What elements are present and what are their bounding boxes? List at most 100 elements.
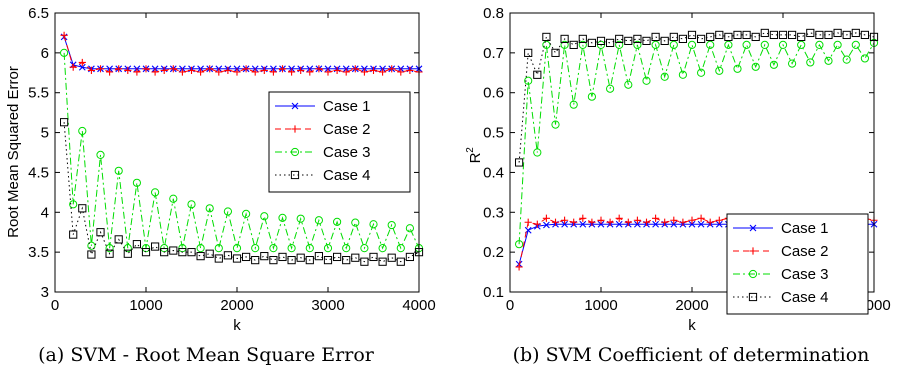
data-point-case-3 [769, 60, 779, 69]
series-line-case-2 [518, 217, 875, 267]
data-point-case-3 [687, 40, 697, 49]
data-point-case-3 [706, 40, 715, 49]
figure-caption: (a) SVM - Root Mean Square Error [38, 344, 375, 366]
data-point-case-3 [69, 200, 78, 209]
legend-item-case-1: Case 1 [275, 98, 371, 115]
legend-label: Case 2 [323, 121, 371, 138]
y-axis-label-superscript: 2 [465, 147, 476, 153]
data-point-case-3 [660, 72, 669, 81]
data-point-case-4 [560, 34, 569, 44]
data-point-case-3 [78, 126, 87, 136]
data-point-case-4 [260, 252, 269, 261]
data-point-case-4 [405, 252, 414, 262]
data-point-case-4 [378, 257, 387, 266]
data-point-case-3 [287, 244, 296, 253]
data-point-case-3 [542, 40, 551, 49]
data-point-case-4 [323, 256, 333, 265]
data-point-case-2 [606, 218, 614, 226]
figure-caption: (b) SVM Coefficient of determination [513, 344, 870, 366]
data-point-case-3 [187, 200, 196, 209]
y-axis-label: Root Mean Squared Error [5, 66, 22, 238]
data-point-case-2 [360, 68, 368, 76]
data-point-case-4 [296, 253, 305, 262]
data-point-case-3 [242, 209, 251, 218]
data-point-case-4 [842, 30, 851, 40]
data-point-case-4 [596, 36, 606, 45]
data-point-case-3 [788, 59, 797, 68]
data-point-case-4 [87, 250, 96, 259]
legend-marker-case-1 [291, 102, 299, 110]
data-point-case-3 [296, 214, 305, 223]
data-point-case-2 [142, 65, 150, 73]
data-point-case-3 [232, 244, 242, 253]
data-point-case-3 [260, 212, 269, 221]
data-point-case-3 [342, 244, 351, 253]
data-point-case-3 [105, 244, 114, 253]
data-point-case-4 [751, 32, 760, 42]
data-point-case-4 [815, 30, 824, 40]
data-point-case-2 [333, 66, 341, 74]
data-point-case-1 [597, 220, 605, 228]
data-point-case-2 [661, 218, 669, 226]
data-point-case-2 [206, 65, 214, 73]
data-point-case-2 [106, 68, 114, 76]
data-point-case-2 [633, 216, 641, 224]
y-tick-label: 4 [41, 204, 49, 221]
data-point-case-3 [132, 178, 141, 187]
legend-label: Case 4 [781, 289, 829, 306]
data-point-case-4 [105, 249, 114, 258]
y-tick-label: 3.5 [28, 244, 49, 261]
data-point-case-4 [533, 70, 542, 79]
data-point-case-3 [314, 216, 323, 225]
data-point-case-4 [733, 30, 742, 40]
data-point-case-4 [797, 32, 806, 42]
data-point-case-4 [778, 30, 788, 40]
data-point-case-4 [788, 30, 797, 40]
data-point-case-1 [688, 220, 696, 228]
data-point-case-3 [697, 68, 706, 77]
data-point-case-2 [542, 214, 550, 222]
data-point-case-3 [797, 40, 806, 49]
data-point-case-4 [851, 28, 860, 38]
data-point-case-3 [578, 40, 587, 49]
data-point-case-2 [115, 65, 123, 73]
data-point-case-4 [824, 30, 833, 40]
data-point-case-3 [760, 40, 769, 49]
data-point-case-3 [642, 76, 651, 85]
data-point-case-3 [851, 40, 860, 49]
data-point-case-4 [78, 204, 87, 213]
y-tick-label: 0.3 [483, 204, 504, 221]
data-point-case-4 [114, 235, 123, 244]
y-tick-label: 3 [41, 284, 49, 301]
legend-label: Case 4 [323, 167, 371, 184]
legend-item-case-3: Case 3 [733, 266, 829, 283]
data-point-case-2 [224, 66, 232, 74]
data-point-case-2 [670, 216, 678, 224]
data-point-case-4 [542, 32, 551, 42]
data-point-case-3 [842, 55, 851, 64]
data-point-case-2 [96, 65, 105, 73]
legend-item-case-1: Case 1 [733, 220, 829, 237]
data-point-case-4 [351, 253, 360, 262]
data-point-case-3 [633, 40, 642, 49]
data-point-case-4 [214, 254, 223, 263]
data-point-case-3 [205, 204, 214, 213]
data-point-case-4 [642, 36, 651, 45]
data-point-case-2 [87, 66, 95, 74]
data-point-case-3 [405, 224, 414, 233]
data-point-case-2 [60, 31, 68, 39]
data-point-case-3 [651, 40, 660, 49]
data-point-case-4 [196, 252, 205, 261]
data-point-case-2 [78, 58, 86, 67]
data-point-case-2 [397, 68, 405, 76]
data-point-case-3 [387, 220, 396, 230]
series-case-4 [515, 28, 879, 167]
data-point-case-4 [742, 30, 751, 40]
data-point-case-2 [297, 66, 305, 74]
legend-item-case-4: Case 4 [275, 167, 371, 184]
data-point-case-3 [378, 244, 387, 253]
data-point-case-2 [388, 65, 396, 73]
data-point-case-2 [570, 218, 578, 226]
data-point-case-3 [278, 213, 287, 222]
y-tick-label: 4.5 [28, 164, 49, 181]
